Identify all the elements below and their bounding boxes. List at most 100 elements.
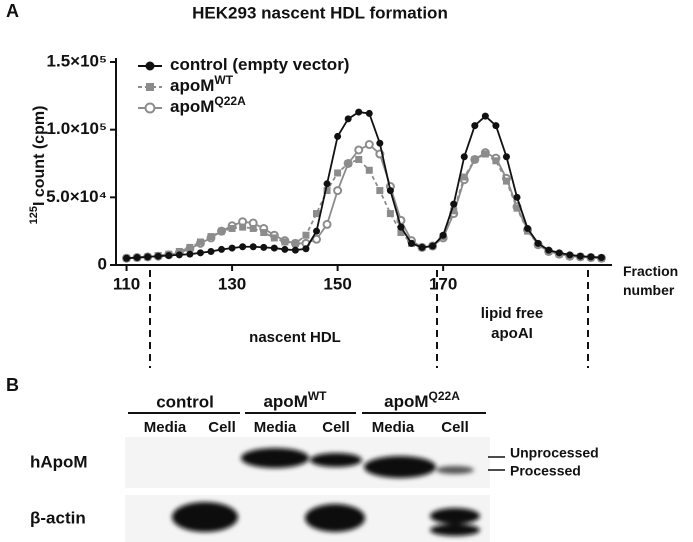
point [239,223,247,231]
bands [172,448,480,536]
point [165,252,173,260]
series-line [126,152,602,260]
legend-name: apoM [170,76,214,95]
point [291,239,299,247]
point [123,254,131,262]
point [207,233,215,241]
point [228,224,236,232]
point [502,177,510,185]
point [196,238,204,246]
group-label: apoMQ22A [384,389,460,411]
point [291,246,299,254]
point [344,160,352,167]
y-label-sup: 125 [28,206,40,224]
point [492,157,500,165]
point [334,132,342,140]
point [281,238,289,246]
group-label: control [156,392,214,411]
point [260,243,268,251]
point [460,173,468,181]
point [460,153,468,161]
x-tick-label: 150 [323,274,351,293]
point [376,139,384,147]
point [334,169,342,177]
point [471,155,479,163]
series-line [126,143,602,260]
chart-title: HEK293 nascent HDL formation [192,3,448,22]
panel-label: A [6,1,19,21]
point [555,249,563,257]
legend-marker [146,83,154,91]
group-label: apoMWT [263,389,327,411]
legend-marker [144,102,156,114]
group-sup: Q22A [429,389,461,403]
point [302,231,310,239]
point [154,252,162,260]
point [228,244,236,252]
series-line [126,111,602,260]
point [249,224,257,232]
lane-label: Cell [441,419,469,436]
point [344,115,352,123]
dividers [149,270,589,368]
group-name: apoM [263,392,307,411]
point [354,145,364,155]
y-tick-label: 1.0×10⁵ [47,119,107,138]
point [566,251,574,259]
point [587,253,595,261]
point [323,180,331,188]
lane-label: Media [144,419,187,436]
point [534,239,542,247]
point [502,153,510,161]
annotation: lipid free [481,305,544,322]
point [207,247,215,255]
point [439,231,447,239]
row-label: hApoM [30,452,88,471]
lane-label: Media [372,419,415,436]
legend-sup: Q22A [214,94,246,108]
legend-name: control (empty vector) [170,55,349,74]
annotation: nascent HDL [249,329,341,346]
point [260,229,268,237]
legend-sup: WT [214,73,233,87]
point [133,254,141,262]
point [397,223,405,231]
lane-label: Cell [322,419,350,436]
legend-label: apoMQ22A [170,94,246,116]
point [218,245,226,253]
point [429,242,437,250]
point [186,250,194,258]
point [175,251,183,259]
point [365,109,373,117]
point [364,140,374,150]
point [239,243,247,251]
marker-label: Unprocessed [510,445,599,461]
point [333,186,343,196]
point [302,245,310,253]
lane-label: Media [254,419,297,436]
point [524,224,532,232]
group-sup: WT [308,389,327,403]
point [323,187,331,195]
y-tick-label: 0 [98,254,107,273]
point [313,227,321,235]
point [597,254,605,262]
series [123,150,605,262]
panel-label: B [6,375,19,395]
y-tick-label: 5.0×10⁴ [46,187,107,206]
annotation: apoAI [491,325,533,342]
point [492,122,500,130]
point [270,244,278,252]
point [545,246,553,254]
point [513,193,521,201]
point [471,122,479,130]
point [513,204,521,212]
point [386,210,394,218]
y-label: I count (cpm) [31,106,48,206]
point [365,166,373,174]
legend-label: apoMWT [170,73,234,95]
point [355,108,363,116]
point [196,249,204,257]
